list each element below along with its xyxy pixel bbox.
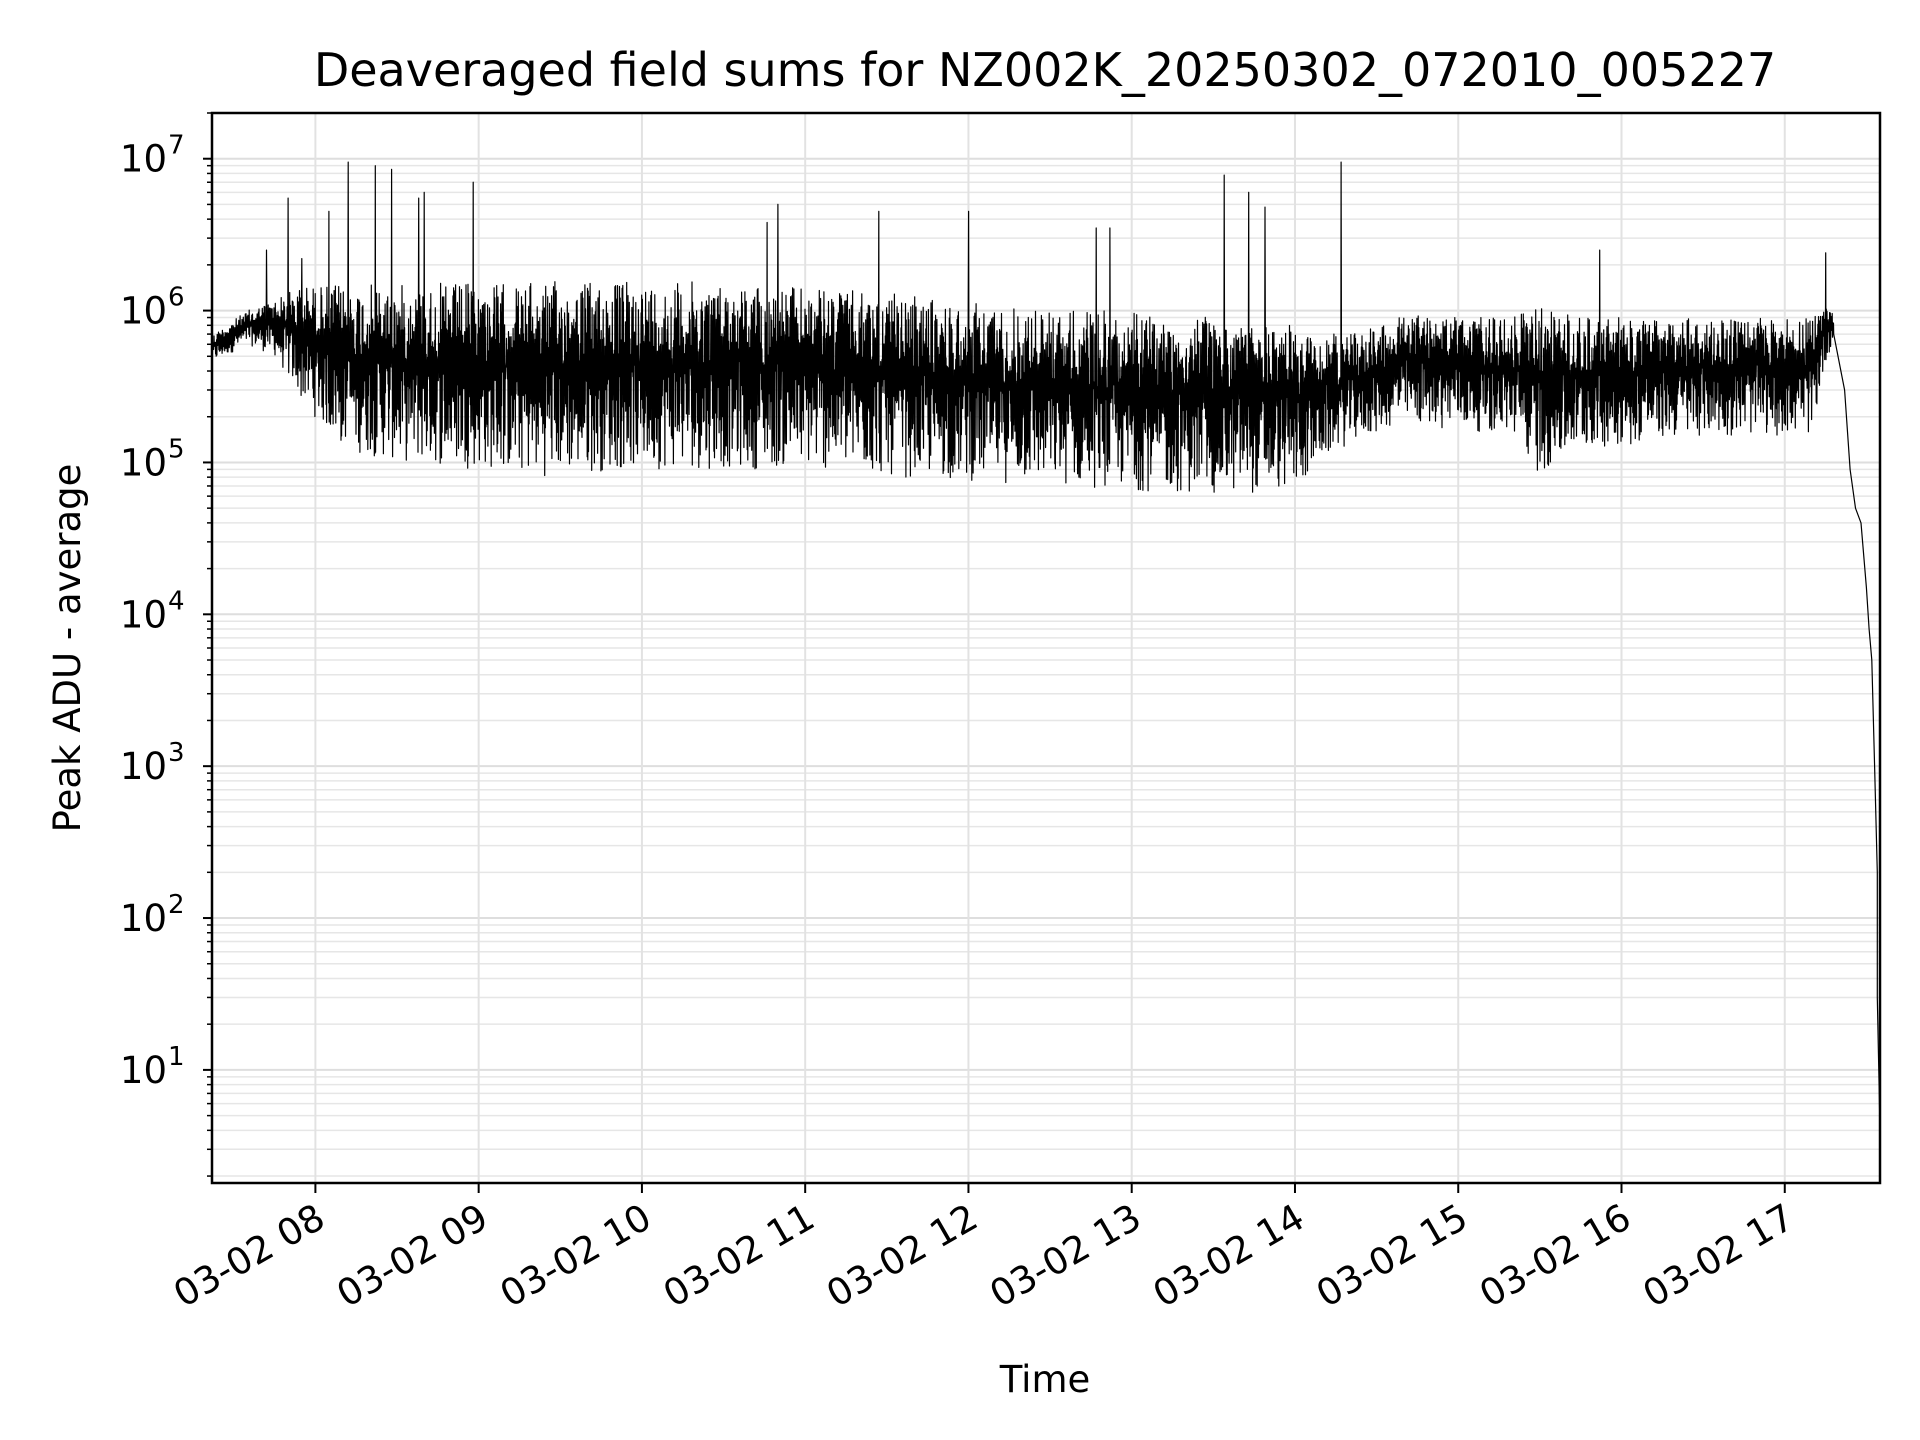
y-tick-label: 10 [120,897,167,940]
y-tick-exponent: 3 [168,738,185,768]
x-axis-label: Time [999,1358,1091,1401]
y-tick-exponent: 4 [168,586,185,616]
y-tick-label: 10 [120,138,167,181]
y-tick-label: 10 [120,745,167,788]
series-line [211,161,1881,1131]
series-path [211,161,1881,1131]
y-tick-exponent: 2 [168,890,185,920]
y-tick-exponent: 6 [168,283,185,313]
y-tick-label: 10 [120,290,167,333]
y-tick-label: 10 [120,1049,167,1092]
chart-title: Deaveraged field sums for NZ002K_2025030… [314,43,1776,97]
y-tick-label: 10 [120,593,167,636]
y-tick-exponent: 1 [168,1042,185,1072]
grid [212,112,1880,1183]
y-tick-exponent: 7 [168,131,185,161]
y-tick-label: 10 [120,441,167,484]
y-tick-exponent: 5 [168,434,185,464]
y-axis-label: Peak ADU - average [46,464,89,833]
